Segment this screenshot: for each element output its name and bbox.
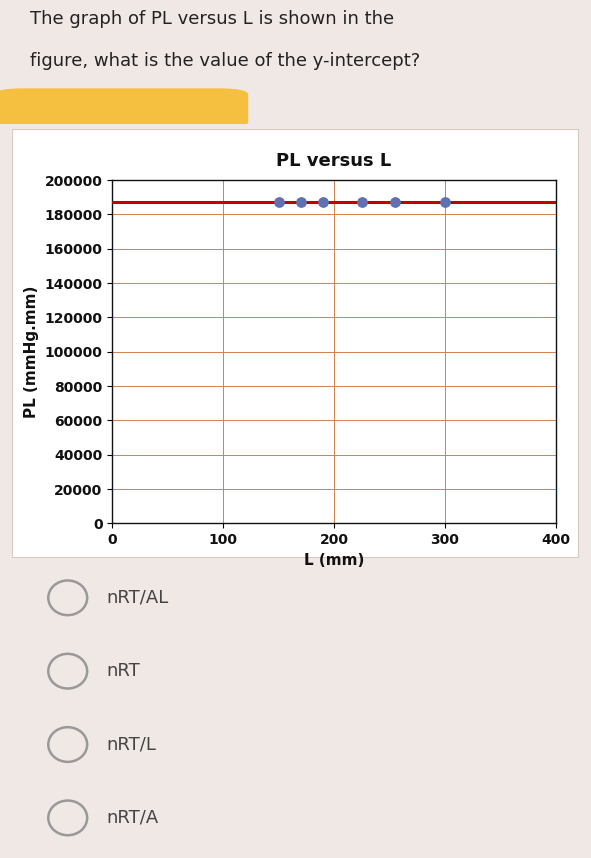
FancyBboxPatch shape <box>0 88 248 128</box>
Point <box>357 196 366 209</box>
Text: figure, what is the value of the y-intercept?: figure, what is the value of the y-inter… <box>30 52 420 70</box>
FancyBboxPatch shape <box>12 129 579 558</box>
Point <box>318 196 327 209</box>
Point <box>274 196 283 209</box>
Text: nRT/L: nRT/L <box>106 735 157 753</box>
Point <box>440 196 449 209</box>
X-axis label: L (mm): L (mm) <box>304 553 364 568</box>
Text: nRT/A: nRT/A <box>106 809 159 827</box>
Text: The graph of PL versus L is shown in the: The graph of PL versus L is shown in the <box>30 10 394 28</box>
Point <box>296 196 306 209</box>
Title: PL versus L: PL versus L <box>276 152 392 170</box>
Text: nRT: nRT <box>106 662 141 680</box>
Y-axis label: PL (mmHg.mm): PL (mmHg.mm) <box>24 286 39 418</box>
Point <box>390 196 400 209</box>
Text: nRT/AL: nRT/AL <box>106 589 169 607</box>
